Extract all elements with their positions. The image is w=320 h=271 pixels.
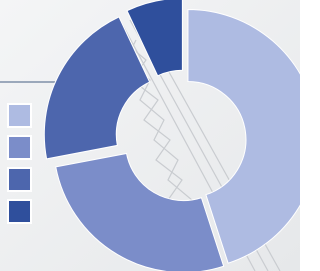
- legend-swatch: [8, 136, 31, 159]
- chart: [0, 0, 300, 271]
- legend-swatch: [8, 104, 31, 127]
- legend-swatch: [8, 168, 31, 191]
- page: (() => { const data = JSON.parse(documen…: [0, 0, 300, 271]
- legend-swatch: [8, 200, 31, 223]
